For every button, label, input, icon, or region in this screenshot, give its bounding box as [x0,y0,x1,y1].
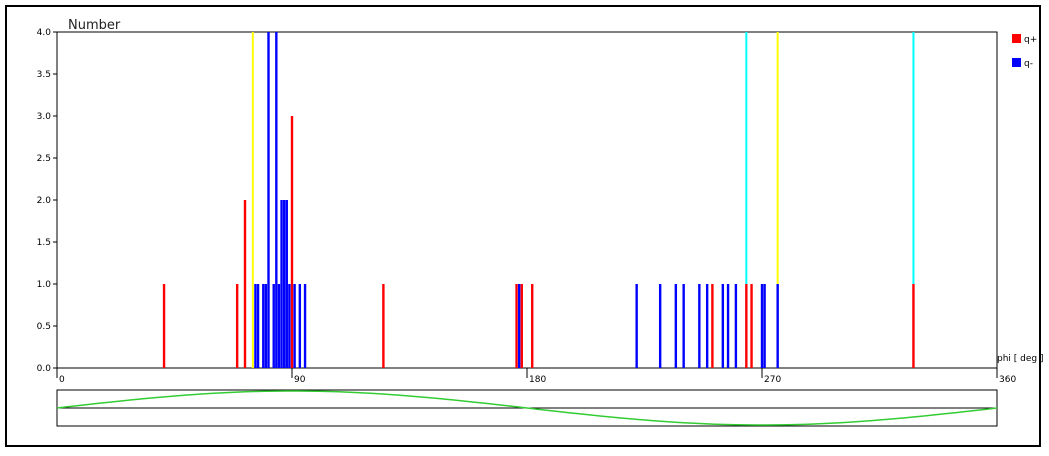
bar-q- [298,284,302,368]
bar-q+ [520,284,523,368]
bar-q+ [750,284,753,368]
bar-q- [282,200,286,368]
x-tick-label: 270 [764,375,781,385]
bar-q+ [745,284,748,368]
bar-q+ [711,284,714,368]
bar-q+ [235,284,239,368]
legend-label-q-: q- [1024,59,1033,69]
y-tick-label: 4.0 [37,28,52,38]
bar-q- [267,32,270,368]
legend-label-q+: q+ [1024,35,1037,45]
bar-q- [517,284,521,368]
bar-q+ [531,284,534,368]
y-tick-label: 1.5 [37,238,51,248]
bar-q+ [290,116,294,368]
bar-q- [288,284,291,368]
bar-q- [682,284,685,368]
bar-q+ [243,200,247,368]
x-tick-label: 360 [999,375,1016,385]
bar-q- [275,32,278,368]
bar-q- [734,284,738,368]
bar-q- [256,284,260,368]
plot-border [56,31,998,369]
legend-swatch-q+ [1012,34,1021,43]
bar-q- [721,284,725,368]
legend: q+ q- [1012,34,1037,69]
bar-q- [280,200,283,368]
bar-q- [674,284,678,368]
bar-q- [763,284,766,368]
bar-q- [277,284,281,368]
overview-curve [56,390,998,426]
bar-q- [285,200,288,368]
y-tick-label: 2.5 [37,154,51,164]
bar-q- [293,284,296,368]
overview-panel [56,389,998,427]
bar-q- [760,284,764,368]
legend-swatch-q- [1012,58,1021,67]
y-tick-label: 0.0 [37,364,52,374]
bar-q- [705,284,709,368]
bar-q+ [162,284,166,368]
x-tick-label: 90 [294,375,306,385]
axes: 0.0 0.5 1.0 1.5 2.0 2.5 3.0 3.5 4.0 0 90 180 270 360 [37,28,1017,385]
bar-q- [635,284,638,368]
bar-q+ [912,284,915,368]
x-axis-label: phi [ deg ] [997,354,1044,364]
bar-q- [303,284,307,368]
bar-q- [254,284,257,368]
bar-q- [264,284,268,368]
x-tick-label: 180 [529,375,546,385]
bar-q- [698,284,701,368]
bar-q- [272,284,275,368]
bar-q- [658,284,662,368]
y-tick-label: 3.5 [37,70,51,80]
bar-q- [776,284,779,368]
plot-area [56,31,998,369]
chart-marks [162,32,915,368]
chart-title: Number [68,18,121,33]
y-tick-label: 1.0 [37,280,52,290]
bar-q- [262,284,265,368]
bar-q+ [515,284,518,368]
bar-q+ [382,284,385,368]
y-tick-label: 3.0 [37,112,52,122]
bar-q- [726,284,730,368]
y-tick-label: 0.5 [37,322,51,332]
y-tick-label: 2.0 [37,196,52,206]
x-tick-label: 0 [59,375,65,385]
